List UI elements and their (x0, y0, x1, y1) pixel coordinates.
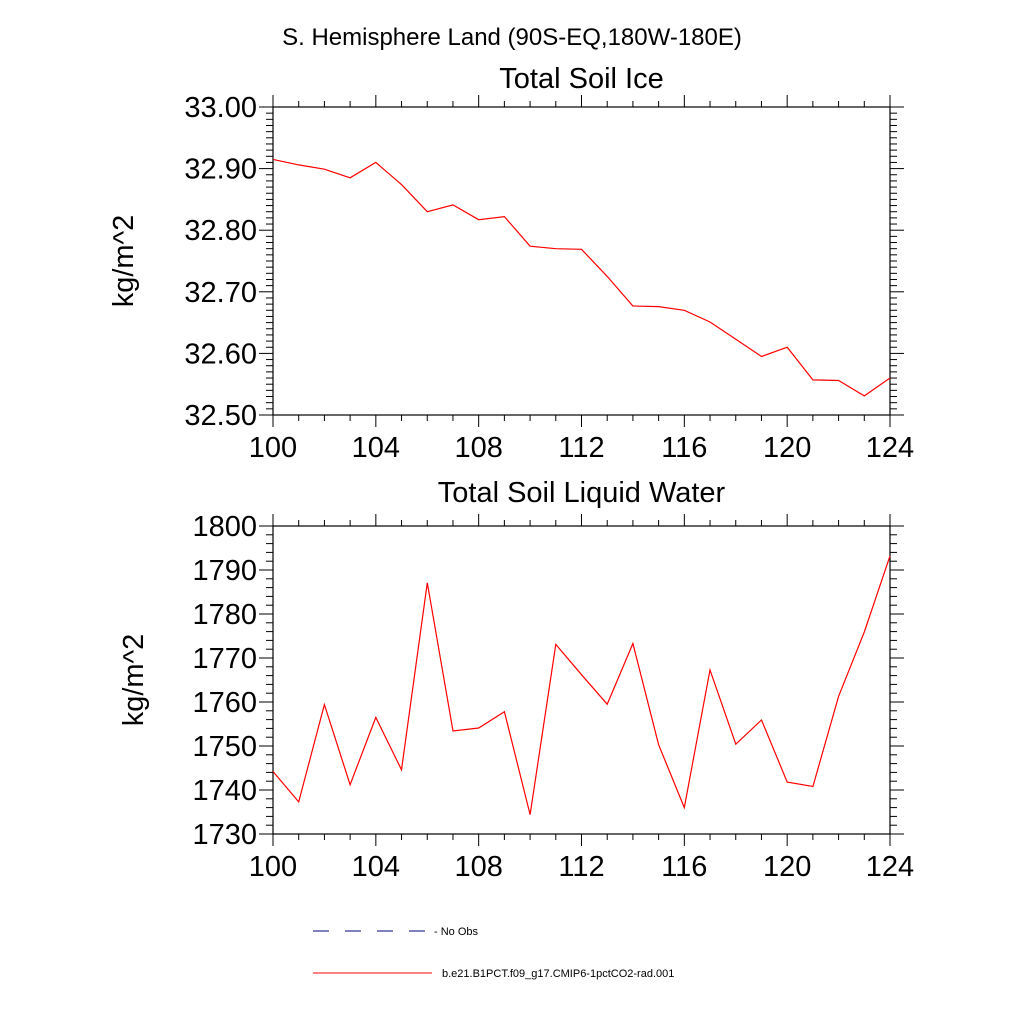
y-tick-label: 1750 (192, 731, 257, 763)
figure-suptitle: S. Hemisphere Land (90S-EQ,180W-180E) (282, 24, 742, 51)
series-line (272, 555, 891, 815)
x-tick-label: 120 (763, 851, 811, 883)
x-tick-label: 124 (866, 851, 914, 883)
series-line (272, 158, 891, 397)
chart-title: Total Soil Ice (499, 63, 663, 95)
panel-total-soil-ice: Total Soil Ice kg/m^2 100 104 108 112 116 120 12… (108, 63, 914, 464)
legend-label: - No Obs (434, 926, 479, 938)
x-tick-label: 112 (558, 851, 604, 883)
x-tick-label: 116 (661, 432, 707, 464)
plot-frame (272, 106, 891, 416)
y-tick-label: 33.00 (184, 92, 257, 124)
y-tick-label: 32.90 (184, 154, 257, 186)
legend: - No Obs b.e21.B1PCT.f09_g17.CMIP6-1pctCO… (313, 926, 674, 980)
x-tick-label: 108 (454, 432, 502, 464)
panel-total-soil-liquid-water: Total Soil Liquid Water kg/m^2 100 104 108 11… (118, 477, 914, 883)
y-tick-label: 1730 (192, 819, 257, 851)
x-tick-label: 108 (454, 851, 502, 883)
y-tick-label: 32.70 (184, 277, 257, 309)
plot-frame (272, 525, 891, 835)
legend-label: b.e21.B1PCT.f09_g17.CMIP6-1pctCO2-rad.00… (442, 968, 674, 980)
y-tick-label: 1760 (192, 687, 257, 719)
y-tick-label: 1740 (192, 775, 257, 807)
x-tick-label: 120 (763, 432, 811, 464)
y-tick-label: 1770 (192, 643, 257, 675)
chart-title: Total Soil Liquid Water (438, 477, 726, 509)
y-tick-label: 32.60 (184, 338, 257, 370)
y-tick-label: 1790 (192, 555, 257, 587)
x-tick-label: 100 (249, 851, 297, 883)
x-tick-label: 104 (352, 851, 400, 883)
y-tick-label: 1780 (192, 599, 257, 631)
y-axis-label: kg/m^2 (118, 634, 150, 727)
y-tick-label: 32.80 (184, 215, 257, 247)
x-tick-label: 112 (558, 432, 604, 464)
x-tick-label: 104 (352, 432, 400, 464)
y-axis-label: kg/m^2 (108, 215, 140, 308)
x-tick-label: 116 (661, 851, 707, 883)
y-tick-label: 1800 (192, 511, 257, 543)
x-tick-label: 124 (866, 432, 914, 464)
x-tick-label: 100 (249, 432, 297, 464)
y-tick-label: 32.50 (184, 400, 257, 432)
